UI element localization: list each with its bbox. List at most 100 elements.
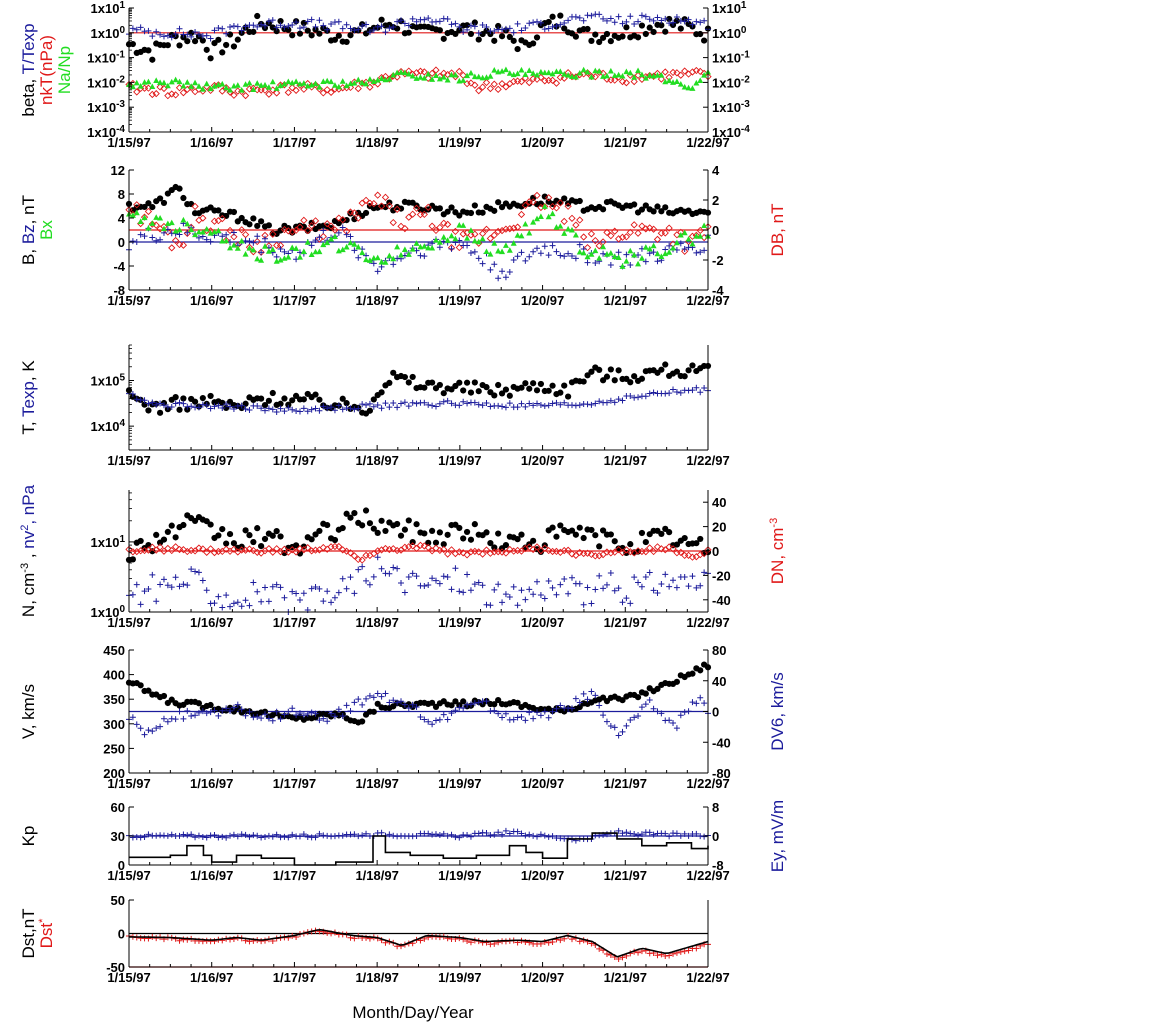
data-point <box>172 30 179 37</box>
data-point <box>537 401 544 408</box>
data-point <box>673 584 680 591</box>
data-point <box>491 707 498 714</box>
data-point <box>141 731 148 738</box>
axis-label: Kp <box>19 826 38 847</box>
data-point <box>289 21 296 28</box>
data-point <box>164 718 171 725</box>
data-point <box>491 701 498 708</box>
data-point <box>176 406 183 413</box>
data-point <box>207 405 214 412</box>
x-tick-label: 1/16/97 <box>190 293 233 308</box>
data-point <box>646 224 654 232</box>
data-point <box>635 394 642 401</box>
data-point <box>153 77 160 83</box>
data-point <box>285 708 292 715</box>
data-point <box>502 274 509 281</box>
data-point <box>638 583 645 590</box>
data-point <box>596 702 603 709</box>
data-point <box>646 829 653 836</box>
data-point <box>596 67 603 74</box>
data-point <box>176 78 183 85</box>
data-point <box>168 244 176 252</box>
data-point <box>576 14 583 21</box>
data-point <box>254 832 261 839</box>
tick-label: 1x101 <box>91 0 126 16</box>
data-point <box>455 243 463 252</box>
data-point <box>184 38 191 45</box>
data-point <box>537 68 544 75</box>
data-point <box>277 256 284 263</box>
data-point <box>206 545 215 553</box>
tick-label: 1x10-4 <box>87 124 125 140</box>
data-point <box>164 544 172 553</box>
tick-label: -8 <box>712 858 724 873</box>
x-tick-label: 1/20/97 <box>521 868 564 883</box>
data-point <box>378 16 385 23</box>
data-point <box>665 543 673 551</box>
data-point <box>219 49 226 56</box>
data-point <box>203 80 210 87</box>
data-point <box>475 30 482 37</box>
data-point <box>316 407 323 414</box>
data-point <box>149 234 156 241</box>
data-point <box>223 401 230 408</box>
data-point <box>382 259 389 265</box>
x-tick-label: 1/20/97 <box>521 453 564 468</box>
data-point <box>662 15 669 22</box>
axis-label: B, Bz, nTBx <box>19 195 56 265</box>
data-point <box>339 575 346 582</box>
data-point <box>141 203 148 211</box>
data-point <box>638 529 646 537</box>
data-point <box>219 404 226 411</box>
data-point <box>498 390 506 397</box>
data-point <box>230 540 238 547</box>
data-point <box>316 84 323 90</box>
data-point <box>464 831 471 838</box>
data-point <box>545 69 552 76</box>
data-point <box>534 245 541 252</box>
data-point <box>351 699 358 706</box>
data-point <box>320 22 327 29</box>
x-tick-label: 1/22/97 <box>686 776 729 791</box>
data-point <box>495 530 502 537</box>
data-point <box>534 833 541 840</box>
data-point <box>444 220 452 229</box>
data-point <box>627 541 634 548</box>
data-point <box>156 409 164 416</box>
data-point <box>157 214 164 221</box>
data-point <box>246 245 253 251</box>
data-point <box>561 25 568 32</box>
data-point <box>642 690 649 697</box>
data-point <box>401 224 409 233</box>
data-point <box>681 573 688 580</box>
data-point <box>537 203 545 212</box>
data-point <box>412 544 421 553</box>
data-point <box>545 252 552 259</box>
data-point <box>483 698 490 705</box>
data-point <box>157 581 164 588</box>
data-point <box>693 18 700 25</box>
data-point <box>487 602 494 609</box>
x-tick-label: 1/21/97 <box>604 135 647 150</box>
axis-label: DN, cm-3 <box>768 518 787 584</box>
data-point <box>701 17 708 24</box>
data-point <box>568 574 575 581</box>
data-point <box>440 74 447 80</box>
data-point <box>487 539 494 547</box>
data-point <box>192 712 199 719</box>
data-point <box>273 708 280 715</box>
data-point <box>199 37 206 44</box>
data-point <box>203 402 210 409</box>
data-point <box>335 542 343 551</box>
data-point <box>192 29 199 36</box>
data-point <box>265 222 272 229</box>
data-point <box>565 590 572 597</box>
data-point <box>405 705 412 712</box>
series-diamond <box>125 66 712 100</box>
data-point <box>262 243 269 249</box>
data-point <box>432 403 439 410</box>
x-tick-label: 1/15/97 <box>107 293 150 308</box>
data-point <box>401 543 409 551</box>
data-point <box>464 400 471 407</box>
